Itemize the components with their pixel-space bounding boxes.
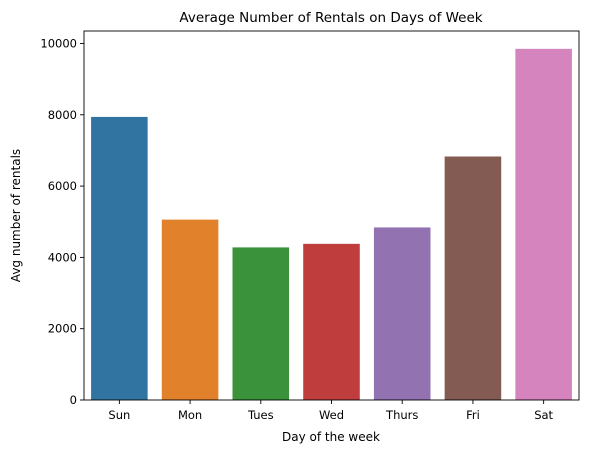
y-tick-label-10000: 10000 xyxy=(40,36,77,50)
x-tick-label-wed: Wed xyxy=(319,408,344,422)
x-axis-label: Day of the week xyxy=(282,430,380,444)
y-axis-label: Avg number of rentals xyxy=(9,149,23,282)
bar-thurs xyxy=(373,227,431,400)
bar-sat xyxy=(515,48,572,400)
x-tick-label-thurs: Thurs xyxy=(385,408,418,422)
x-tick-label-fri: Fri xyxy=(466,408,480,422)
bar-wed xyxy=(303,243,360,400)
bar-fri xyxy=(444,156,502,400)
x-tick-label-tues: Tues xyxy=(247,408,274,422)
x-tick-label-sun: Sun xyxy=(108,408,130,422)
y-tick-label-8000: 8000 xyxy=(48,108,77,122)
x-tick-label-sat: Sat xyxy=(534,408,553,422)
x-tick-label-mon: Mon xyxy=(178,408,202,422)
y-tick-label-0: 0 xyxy=(70,393,77,407)
plot-frame xyxy=(83,30,580,401)
bar-tues xyxy=(232,247,290,400)
bar-sun xyxy=(91,116,148,401)
y-tick-label-6000: 6000 xyxy=(48,179,77,193)
y-tick-label-2000: 2000 xyxy=(48,322,77,336)
bar-mon xyxy=(161,219,219,400)
chart-title: Average Number of Rentals on Days of Wee… xyxy=(179,10,482,26)
y-tick-label-4000: 4000 xyxy=(48,250,77,264)
